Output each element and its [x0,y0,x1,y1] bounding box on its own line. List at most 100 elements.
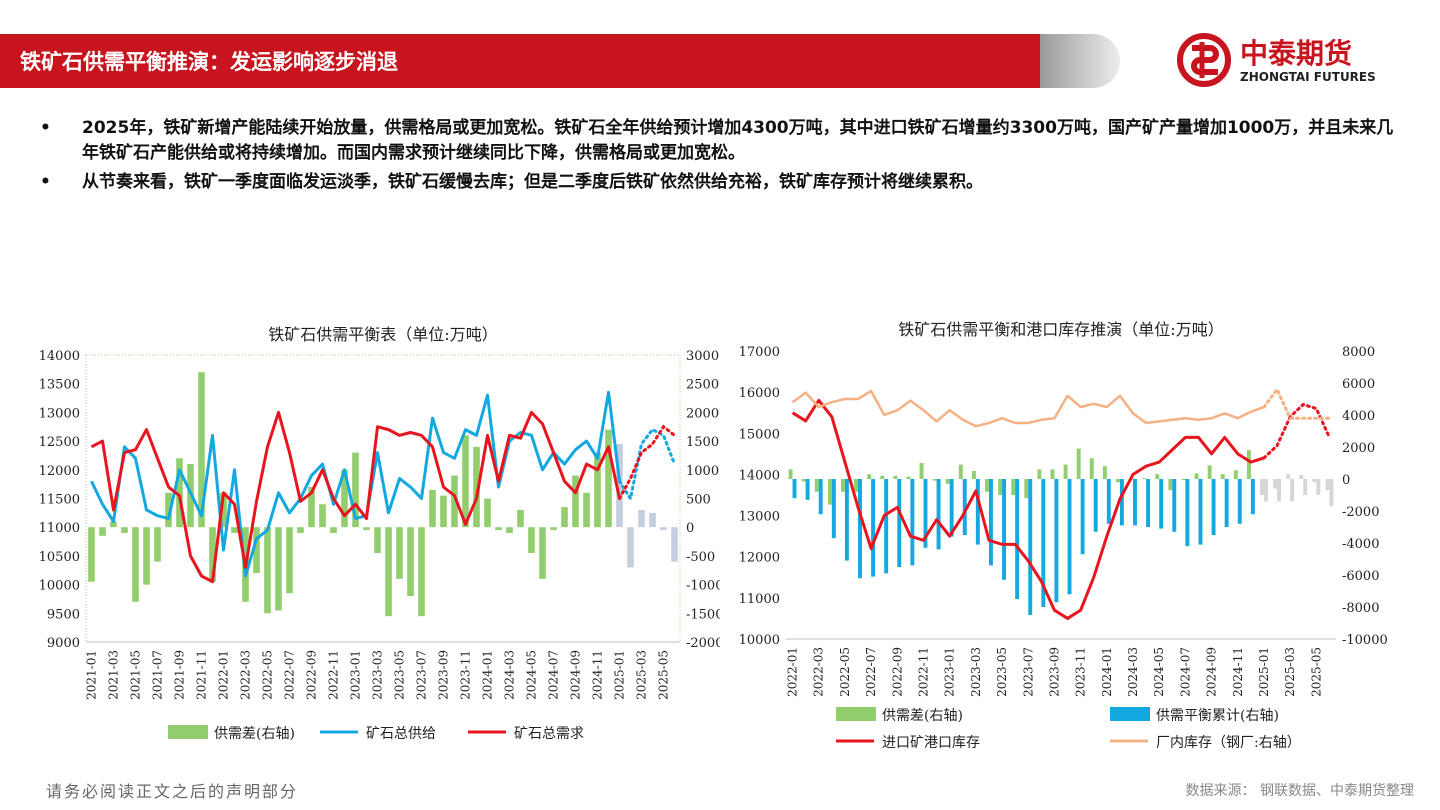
bar [998,479,1003,495]
bar [1089,458,1094,479]
x-tick-label: 2021-11 [195,650,209,700]
x-tick-label: 2023-07 [1021,647,1035,697]
bar [671,527,678,562]
y-left-tick-label: 14000 [739,468,780,483]
bar [988,479,993,566]
bar [1133,479,1137,526]
x-tick-label: 2023-09 [1047,647,1061,697]
y-left-tick-label: 17000 [739,345,780,360]
bar [1172,479,1177,532]
chart-title: 铁矿石供需平衡表（单位:万吨） [268,325,497,344]
x-tick-label: 2021-05 [129,650,143,700]
series-line [90,410,621,584]
bullet-text: 从节奏来看，铁矿一季度面临发运淡季，铁矿石缓慢去库；但是二季度后铁矿依然供给充裕… [82,172,983,192]
bar [297,527,304,533]
x-tick-label: 2023-03 [969,647,983,697]
x-tick-label: 2022-01 [786,647,800,697]
series-line-forecast [1262,386,1331,420]
bar [1142,478,1147,480]
bullet-dot-icon: • [40,118,51,138]
legend-label: 供需平衡累计(右轴) [1156,708,1279,724]
bar [209,527,216,582]
bar [1211,479,1216,535]
bar [275,527,282,611]
bar [198,372,205,528]
bar [165,492,172,528]
supply-demand-balance-chart: 铁矿石供需平衡表（单位:万吨）9000950010000105001100011… [39,325,720,742]
bar [985,479,989,492]
bar [1106,479,1111,524]
bar [858,479,862,579]
x-tick-label: 2024-01 [481,650,495,700]
bar [583,492,590,528]
x-tick-label: 2024-01 [1100,647,1114,697]
x-tick-label: 2024-03 [1126,647,1140,697]
bar [110,521,117,528]
bar [627,527,634,568]
bar [841,479,845,492]
y-right-tick-label: 8000 [1342,345,1375,360]
x-tick-label: 2025-05 [657,650,671,700]
x-tick-label: 2024-11 [1231,647,1245,697]
bar [539,527,546,579]
bar [1181,479,1186,480]
bar [1299,475,1304,479]
bar [919,463,924,479]
logo-name: 中泰期货 [1240,37,1352,70]
x-tick-label: 2021-03 [107,650,121,700]
footer-disclaimer: 请务必阅读正文之后的声明部分 [46,782,299,801]
bar [971,471,976,479]
balance-inventory-chart: 铁矿石供需平衡和港口库存推演（单位:万吨） 10000 11000 12000 1300… [739,320,1388,751]
bar [132,527,139,602]
x-tick-label: 2024-11 [591,650,605,700]
bar [867,474,872,479]
bar [893,475,898,479]
y-right-tick-label: 0 [686,521,694,536]
x-tick-label: 2024-05 [1152,647,1166,697]
bar [561,507,568,528]
bar [1237,479,1242,524]
bar [308,487,315,528]
x-tick-label: 2021-09 [173,650,187,700]
bar [936,479,941,550]
bar [484,498,491,528]
y-left-tick-label: 14000 [39,349,80,364]
y-right-tick-label: 1500 [686,435,719,450]
bar [1015,479,1020,599]
bar [638,509,645,528]
bar [1116,479,1120,483]
bar [462,435,469,528]
y-right-tick-label: 6000 [1342,377,1375,392]
y-right-tick-label: 2000 [686,406,719,421]
bar [407,527,414,597]
bar [1028,479,1033,615]
bar [451,475,458,528]
legend-label: 进口矿港口库存 [882,735,980,751]
x-tick-label: 2022-07 [864,647,878,697]
y-left-tick-label: 10000 [739,633,780,648]
bar [1286,474,1291,479]
bar [949,479,954,537]
x-tick-label: 2025-01 [613,650,627,700]
x-tick-label: 2024-07 [547,650,561,700]
bar [1054,479,1059,603]
y-right-tick-label: 0 [1342,473,1350,488]
bar [88,527,95,582]
bar [1037,469,1042,479]
x-tick-label: 2024-05 [525,650,539,700]
y-right-tick-label: 4000 [1342,409,1375,424]
bar [495,527,502,531]
y-right-tick-label: -500 [686,550,715,565]
bullet-list: • 2025年，铁矿新增产能陆续开始放量，供需格局或更加宽松。铁矿石全年供给预计… [40,116,1400,199]
bar [330,527,337,533]
bullet-item: • 2025年，铁矿新增产能陆续开始放量，供需格局或更加宽松。铁矿石全年供给预计… [40,116,1400,166]
y-left-tick-label: 11000 [39,521,80,536]
bar [1329,479,1334,507]
bar [121,527,128,533]
y-right-tick-label: -1500 [686,607,720,622]
bar [550,527,557,531]
bar [1185,479,1190,547]
bar [814,479,819,492]
bar [827,479,832,505]
bar [374,527,381,554]
